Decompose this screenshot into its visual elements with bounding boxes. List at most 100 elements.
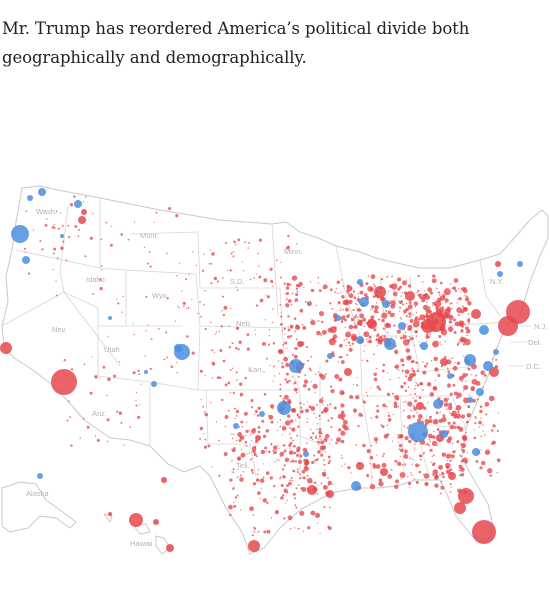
- republican-shift-bubble: [234, 496, 238, 499]
- republican-shift-bubble: [468, 394, 470, 396]
- republican-shift-bubble: [203, 445, 208, 449]
- republican-shift-bubble: [475, 374, 478, 377]
- republican-shift-bubble: [407, 284, 412, 288]
- republican-shift-bubble: [203, 253, 205, 256]
- republican-shift-bubble: [415, 480, 419, 484]
- republican-shift-bubble: [322, 459, 325, 461]
- republican-shift-bubble: [250, 406, 254, 409]
- republican-shift-bubble: [297, 375, 300, 378]
- republican-shift-bubble: [341, 295, 345, 299]
- republican-shift-bubble: [222, 313, 225, 317]
- republican-shift-bubble: [133, 221, 136, 223]
- republican-shift-bubble: [435, 411, 439, 415]
- republican-shift-bubble: [288, 481, 292, 486]
- republican-shift-bubble: [427, 402, 429, 404]
- republican-shift-bubble: [195, 264, 197, 267]
- democratic-shift-bubble: [144, 370, 148, 374]
- republican-shift-bubble: [69, 416, 71, 419]
- democratic-shift-bubble: [356, 336, 364, 344]
- republican-shift-bubble: [244, 376, 247, 380]
- republican-shift-bubble: [313, 481, 317, 484]
- republican-shift-bubble: [285, 502, 287, 504]
- republican-shift-bubble: [265, 471, 270, 475]
- republican-shift-bubble: [245, 445, 247, 447]
- republican-shift-bubble: [461, 336, 463, 338]
- republican-shift-bubble: [310, 406, 316, 411]
- republican-shift-bubble: [369, 455, 374, 460]
- republican-shift-bubble: [328, 506, 331, 509]
- republican-shift-bubble: [308, 304, 310, 306]
- republican-shift-bubble: [240, 420, 244, 424]
- republican-shift-bubble: [314, 391, 316, 394]
- republican-shift-bubble: [283, 449, 287, 453]
- republican-shift-bubble: [381, 369, 385, 373]
- republican-shift-bubble: [374, 286, 386, 298]
- republican-shift-bubble: [442, 475, 445, 479]
- republican-shift-bubble: [148, 251, 151, 253]
- republican-shift-bubble: [78, 216, 86, 224]
- democratic-shift-bubble: [174, 344, 182, 352]
- label-ny: N.Y.: [490, 277, 504, 286]
- republican-shift-bubble: [355, 314, 357, 316]
- republican-shift-bubble: [302, 530, 304, 532]
- republican-shift-bubble: [351, 317, 353, 320]
- republican-shift-bubble: [415, 335, 417, 337]
- republican-shift-bubble: [334, 291, 336, 293]
- republican-shift-bubble: [405, 302, 408, 305]
- republican-shift-bubble: [341, 320, 343, 322]
- republican-shift-bubble: [443, 402, 449, 407]
- republican-shift-bubble: [231, 448, 233, 451]
- republican-shift-bubble: [374, 305, 379, 310]
- republican-shift-bubble: [397, 300, 400, 302]
- republican-shift-bubble: [393, 314, 395, 317]
- republican-shift-bubble: [405, 323, 408, 326]
- republican-shift-bubble: [340, 355, 343, 359]
- republican-shift-bubble: [300, 409, 304, 414]
- republican-shift-bubble: [324, 469, 326, 471]
- republican-shift-bubble: [346, 289, 350, 293]
- republican-shift-bubble: [283, 282, 286, 285]
- republican-shift-bubble: [340, 410, 345, 415]
- republican-shift-bubble: [297, 527, 300, 530]
- republican-shift-bubble: [277, 360, 280, 362]
- republican-shift-bubble: [359, 308, 362, 312]
- republican-shift-bubble: [342, 285, 345, 287]
- republican-shift-bubble: [368, 335, 372, 339]
- republican-shift-bubble: [422, 304, 429, 311]
- republican-shift-bubble: [417, 418, 422, 423]
- republican-shift-bubble: [376, 404, 379, 408]
- republican-shift-bubble: [484, 401, 490, 407]
- label-wash: Wash.: [36, 207, 57, 216]
- republican-shift-bubble: [406, 414, 412, 420]
- republican-shift-bubble: [293, 354, 298, 359]
- republican-shift-bubble: [410, 471, 412, 474]
- republican-shift-bubble: [464, 338, 471, 346]
- republican-shift-bubble: [286, 297, 288, 300]
- republican-shift-bubble: [52, 252, 55, 255]
- republican-shift-bubble: [399, 472, 406, 478]
- republican-shift-bubble: [122, 295, 124, 298]
- republican-shift-bubble: [365, 338, 368, 341]
- republican-shift-bubble: [373, 353, 375, 355]
- republican-shift-bubble: [244, 241, 247, 244]
- republican-shift-bubble: [397, 405, 400, 408]
- republican-shift-bubble: [323, 406, 329, 413]
- republican-shift-bubble: [282, 475, 286, 479]
- republican-shift-bubble: [270, 443, 273, 445]
- republican-shift-bubble: [423, 315, 426, 318]
- republican-shift-bubble: [282, 344, 284, 346]
- republican-shift-bubble: [402, 334, 407, 340]
- republican-shift-bubble: [273, 484, 276, 488]
- republican-shift-bubble: [161, 477, 167, 483]
- republican-shift-bubble: [315, 416, 317, 419]
- republican-shift-bubble: [387, 310, 392, 315]
- republican-shift-bubble: [323, 505, 326, 509]
- republican-shift-bubble: [434, 379, 437, 381]
- republican-shift-bubble: [286, 246, 290, 250]
- republican-shift-bubble: [479, 466, 483, 470]
- republican-shift-bubble: [266, 501, 269, 504]
- republican-shift-bubble: [266, 529, 271, 534]
- republican-shift-bubble: [330, 416, 334, 420]
- republican-shift-bubble: [283, 356, 288, 362]
- republican-shift-bubble: [337, 292, 339, 295]
